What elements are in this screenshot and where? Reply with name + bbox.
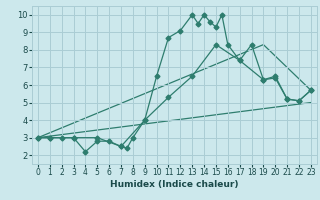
X-axis label: Humidex (Indice chaleur): Humidex (Indice chaleur) (110, 180, 239, 189)
